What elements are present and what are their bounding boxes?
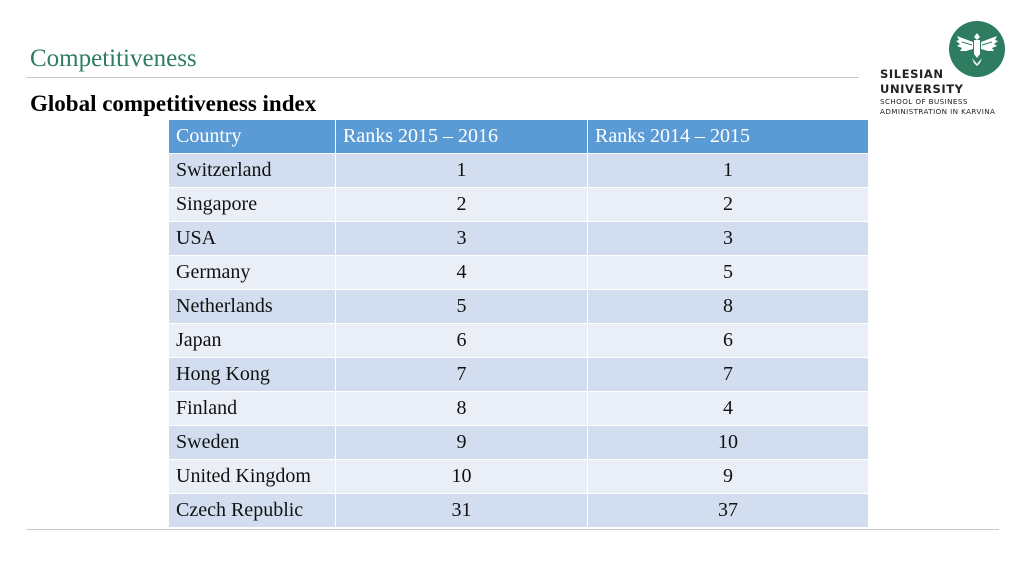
logo-line2: UNIVERSITY	[880, 82, 964, 96]
country-cell: United Kingdom	[169, 459, 336, 494]
rank-2014-2015-cell: 37	[587, 493, 869, 528]
rank-2015-2016-cell: 2	[335, 187, 588, 222]
country-cell: Germany	[169, 255, 336, 290]
country-cell: Netherlands	[169, 289, 336, 324]
rank-2014-2015-cell: 1	[587, 153, 869, 188]
logo-line3: SCHOOL OF BUSINESS	[880, 97, 968, 106]
rank-2015-2016-cell: 5	[335, 289, 588, 324]
rank-2015-2016-cell: 4	[335, 255, 588, 290]
country-cell: USA	[169, 221, 336, 256]
eagle-emblem-icon	[949, 21, 1005, 77]
table-row: Sweden 9 10	[169, 425, 869, 460]
column-header-country: Country	[169, 120, 336, 154]
rank-2015-2016-cell: 10	[335, 459, 588, 494]
rank-2014-2015-cell: 7	[587, 357, 869, 392]
rank-2015-2016-cell: 1	[335, 153, 588, 188]
slide-subtitle: Global competitiveness index	[30, 91, 317, 116]
table-row: Germany 4 5	[169, 255, 869, 290]
table-row: Singapore 2 2	[169, 187, 869, 222]
country-cell: Japan	[169, 323, 336, 358]
slide-title: Competitiveness	[30, 45, 197, 72]
rank-2014-2015-cell: 4	[587, 391, 869, 426]
column-header-ranks-2014-2015: Ranks 2014 – 2015	[587, 120, 869, 154]
table-row: USA 3 3	[169, 221, 869, 256]
rank-2014-2015-cell: 3	[587, 221, 869, 256]
column-header-ranks-2015-2016: Ranks 2015 – 2016	[335, 120, 588, 154]
university-logo: SILESIAN UNIVERSITY SCHOOL OF BUSINESS A…	[880, 20, 1020, 125]
country-cell: Hong Kong	[169, 357, 336, 392]
table-row: United Kingdom 10 9	[169, 459, 869, 494]
table-row: Netherlands 5 8	[169, 289, 869, 324]
table-row: Finland 8 4	[169, 391, 869, 426]
rank-2014-2015-cell: 2	[587, 187, 869, 222]
logo-line4: ADMINISTRATION IN KARVINA	[880, 107, 996, 116]
logo-text: SILESIAN UNIVERSITY SCHOOL OF BUSINESS A…	[880, 67, 995, 117]
country-cell: Singapore	[169, 187, 336, 222]
rank-2015-2016-cell: 31	[335, 493, 588, 528]
country-cell: Czech Republic	[169, 493, 336, 528]
rank-2014-2015-cell: 5	[587, 255, 869, 290]
table-row: Switzerland 1 1	[169, 153, 869, 188]
rank-2015-2016-cell: 3	[335, 221, 588, 256]
country-cell: Sweden	[169, 425, 336, 460]
country-cell: Finland	[169, 391, 336, 426]
country-cell: Switzerland	[169, 153, 336, 188]
rank-2014-2015-cell: 8	[587, 289, 869, 324]
table-row: Czech Republic 31 37	[169, 493, 869, 528]
competitiveness-table: Country Ranks 2015 – 2016 Ranks 2014 – 2…	[169, 120, 869, 528]
rank-2015-2016-cell: 7	[335, 357, 588, 392]
table-header-row: Country Ranks 2015 – 2016 Ranks 2014 – 2…	[169, 120, 869, 154]
title-divider	[26, 77, 859, 78]
rank-2014-2015-cell: 9	[587, 459, 869, 494]
rank-2014-2015-cell: 10	[587, 425, 869, 460]
rank-2015-2016-cell: 8	[335, 391, 588, 426]
rank-2015-2016-cell: 9	[335, 425, 588, 460]
table-row: Hong Kong 7 7	[169, 357, 869, 392]
logo-line1: SILESIAN	[880, 67, 944, 81]
rank-2014-2015-cell: 6	[587, 323, 869, 358]
rank-2015-2016-cell: 6	[335, 323, 588, 358]
table-row: Japan 6 6	[169, 323, 869, 358]
footer-divider	[26, 529, 999, 530]
